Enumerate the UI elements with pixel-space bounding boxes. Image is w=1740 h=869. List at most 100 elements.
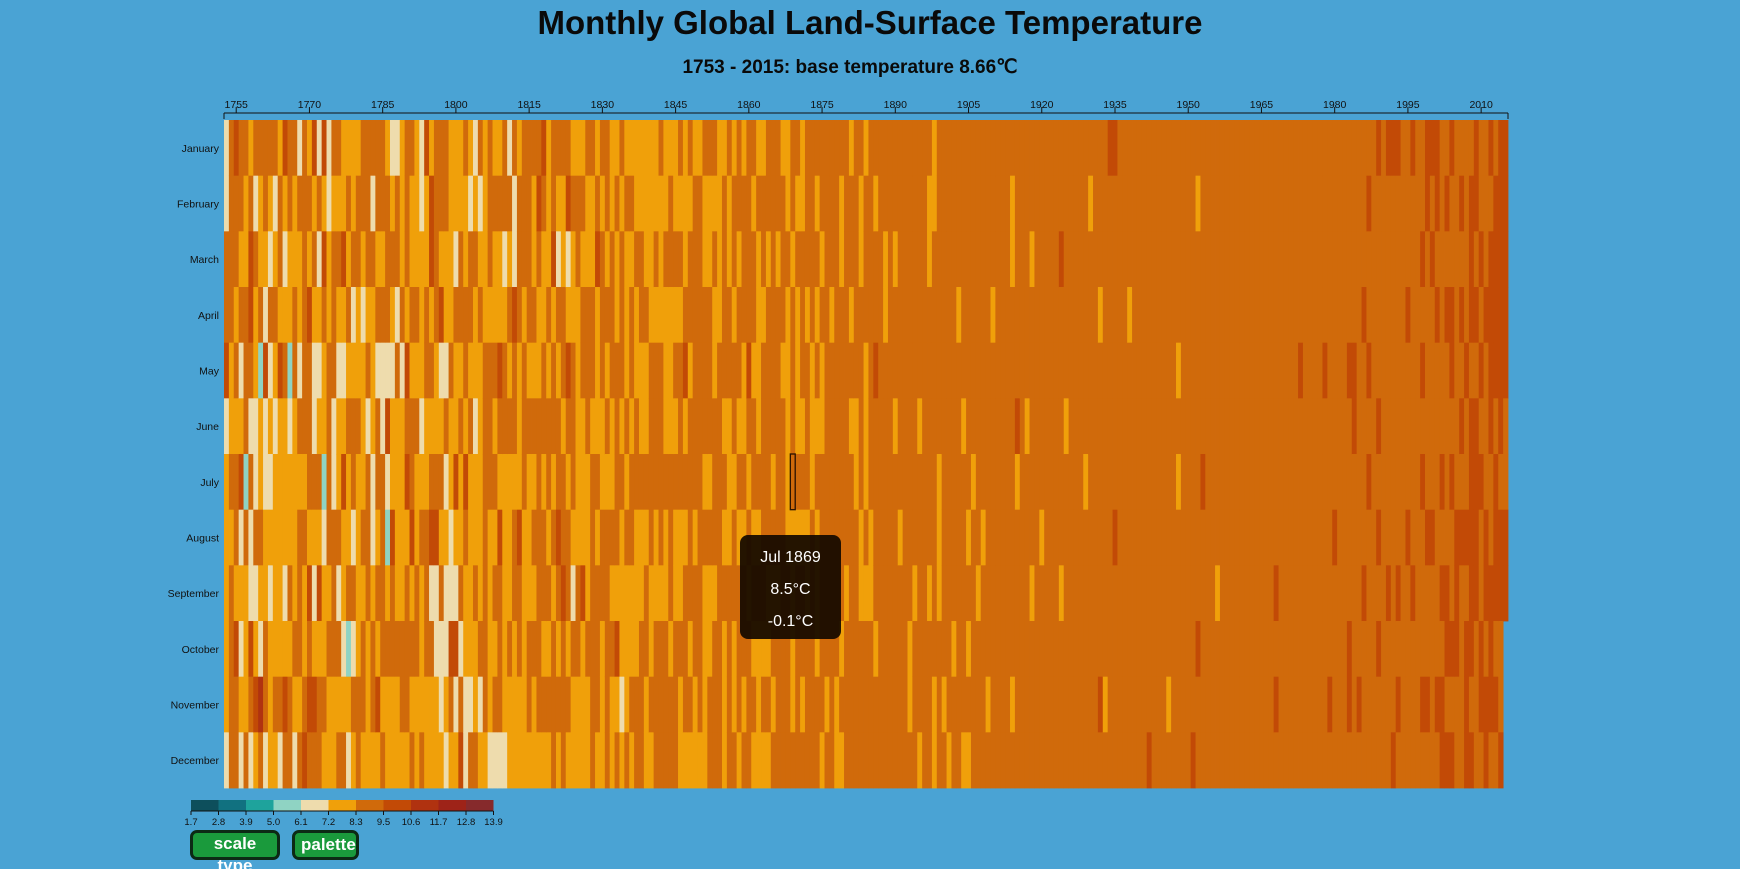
heatmap-cell[interactable] bbox=[1146, 676, 1152, 733]
heatmap-cell[interactable] bbox=[868, 454, 874, 511]
heatmap-cell[interactable] bbox=[731, 342, 738, 399]
heatmap-cell[interactable] bbox=[1176, 676, 1182, 733]
heatmap-cell[interactable] bbox=[1180, 565, 1187, 622]
heatmap-cell[interactable] bbox=[863, 398, 869, 455]
heatmap-cell[interactable] bbox=[1366, 287, 1372, 344]
heatmap-cell[interactable] bbox=[424, 398, 430, 455]
heatmap-cell[interactable] bbox=[248, 231, 254, 288]
heatmap-cell[interactable] bbox=[614, 732, 620, 789]
heatmap-cell[interactable] bbox=[653, 565, 659, 622]
heatmap-cell[interactable] bbox=[887, 120, 894, 177]
heatmap-cell[interactable] bbox=[516, 398, 523, 455]
heatmap-cell[interactable] bbox=[663, 676, 669, 733]
heatmap-cell[interactable] bbox=[1302, 676, 1309, 733]
heatmap-cell[interactable] bbox=[326, 398, 332, 455]
heatmap-cell[interactable] bbox=[985, 732, 991, 789]
heatmap-cell[interactable] bbox=[785, 676, 791, 733]
heatmap-cell[interactable] bbox=[385, 621, 391, 678]
heatmap-cell[interactable] bbox=[1478, 175, 1484, 232]
heatmap-cell[interactable] bbox=[1444, 509, 1450, 566]
heatmap-cell[interactable] bbox=[1180, 621, 1187, 678]
heatmap-cell[interactable] bbox=[614, 621, 620, 678]
heatmap-cell[interactable] bbox=[546, 287, 552, 344]
heatmap-cell[interactable] bbox=[336, 676, 342, 733]
heatmap-cell[interactable] bbox=[687, 120, 694, 177]
heatmap-cell[interactable] bbox=[1141, 120, 1148, 177]
heatmap-cell[interactable] bbox=[1088, 732, 1094, 789]
heatmap-cell[interactable] bbox=[272, 509, 279, 566]
heatmap-cell[interactable] bbox=[883, 231, 889, 288]
heatmap-cell[interactable] bbox=[307, 676, 313, 733]
heatmap-cell[interactable] bbox=[1395, 454, 1401, 511]
heatmap-cell[interactable] bbox=[853, 120, 860, 177]
heatmap-cell[interactable] bbox=[1239, 676, 1245, 733]
heatmap-cell[interactable] bbox=[497, 120, 503, 177]
heatmap-cell[interactable] bbox=[321, 454, 327, 511]
heatmap-cell[interactable] bbox=[844, 676, 850, 733]
heatmap-cell[interactable] bbox=[1395, 175, 1401, 232]
heatmap-cell[interactable] bbox=[1444, 120, 1450, 177]
heatmap-cell[interactable] bbox=[336, 398, 342, 455]
heatmap-cell[interactable] bbox=[858, 287, 864, 344]
heatmap-cell[interactable] bbox=[336, 231, 342, 288]
heatmap-cell[interactable] bbox=[419, 231, 425, 288]
heatmap-cell[interactable] bbox=[1312, 732, 1318, 789]
heatmap-cell[interactable] bbox=[1361, 676, 1367, 733]
heatmap-cell[interactable] bbox=[687, 175, 694, 232]
heatmap-cell[interactable] bbox=[1483, 398, 1489, 455]
heatmap-cell[interactable] bbox=[1439, 175, 1445, 232]
heatmap-cell[interactable] bbox=[224, 732, 230, 789]
heatmap-cell[interactable] bbox=[287, 509, 293, 566]
heatmap-cell[interactable] bbox=[551, 342, 557, 399]
heatmap-cell[interactable] bbox=[1322, 676, 1328, 733]
heatmap-cell[interactable] bbox=[233, 175, 240, 232]
heatmap-cell[interactable] bbox=[702, 732, 708, 789]
heatmap-cell[interactable] bbox=[1307, 175, 1314, 232]
heatmap-cell[interactable] bbox=[1254, 120, 1260, 177]
heatmap-cell[interactable] bbox=[975, 120, 982, 177]
heatmap-cell[interactable] bbox=[385, 454, 391, 511]
heatmap-cell[interactable] bbox=[224, 287, 230, 344]
heatmap-cell[interactable] bbox=[414, 565, 420, 622]
heatmap-cell[interactable] bbox=[1332, 509, 1338, 566]
heatmap-cell[interactable] bbox=[1395, 342, 1401, 399]
heatmap-cell[interactable] bbox=[1332, 342, 1338, 399]
heatmap-cell[interactable] bbox=[565, 120, 572, 177]
heatmap-cell[interactable] bbox=[1215, 676, 1221, 733]
heatmap-cell[interactable] bbox=[1410, 454, 1416, 511]
heatmap-cell[interactable] bbox=[1156, 565, 1162, 622]
heatmap-cell[interactable] bbox=[375, 509, 381, 566]
heatmap-cell[interactable] bbox=[1454, 565, 1460, 622]
heatmap-cell[interactable] bbox=[917, 621, 923, 678]
heatmap-cell[interactable] bbox=[1049, 231, 1055, 288]
heatmap-cell[interactable] bbox=[1420, 676, 1426, 733]
heatmap-cell[interactable] bbox=[941, 732, 947, 789]
heatmap-cell[interactable] bbox=[341, 175, 347, 232]
heatmap-cell[interactable] bbox=[897, 175, 904, 232]
heatmap-cell[interactable] bbox=[721, 175, 728, 232]
heatmap-cell[interactable] bbox=[1219, 231, 1226, 288]
heatmap-cell[interactable] bbox=[258, 509, 264, 566]
heatmap-cell[interactable] bbox=[790, 342, 796, 399]
heatmap-cell[interactable] bbox=[1400, 342, 1406, 399]
heatmap-cell[interactable] bbox=[1000, 565, 1006, 622]
heatmap-cell[interactable] bbox=[341, 621, 347, 678]
heatmap-cell[interactable] bbox=[1146, 120, 1152, 177]
heatmap-cell[interactable] bbox=[1317, 175, 1323, 232]
heatmap-cell[interactable] bbox=[599, 454, 606, 511]
heatmap-cell[interactable] bbox=[272, 676, 279, 733]
heatmap-cell[interactable] bbox=[917, 454, 923, 511]
heatmap-cell[interactable] bbox=[970, 621, 977, 678]
heatmap-cell[interactable] bbox=[414, 175, 420, 232]
heatmap-cell[interactable] bbox=[819, 231, 825, 288]
heatmap-cell[interactable] bbox=[1058, 565, 1065, 622]
heatmap-cell[interactable] bbox=[985, 565, 991, 622]
heatmap-cell[interactable] bbox=[966, 287, 972, 344]
heatmap-cell[interactable] bbox=[731, 565, 738, 622]
heatmap-cell[interactable] bbox=[702, 175, 708, 232]
heatmap-cell[interactable] bbox=[800, 231, 806, 288]
heatmap-cell[interactable] bbox=[1498, 175, 1504, 232]
heatmap-cell[interactable] bbox=[707, 175, 713, 232]
heatmap-cell[interactable] bbox=[453, 621, 459, 678]
heatmap-cell[interactable] bbox=[980, 676, 987, 733]
